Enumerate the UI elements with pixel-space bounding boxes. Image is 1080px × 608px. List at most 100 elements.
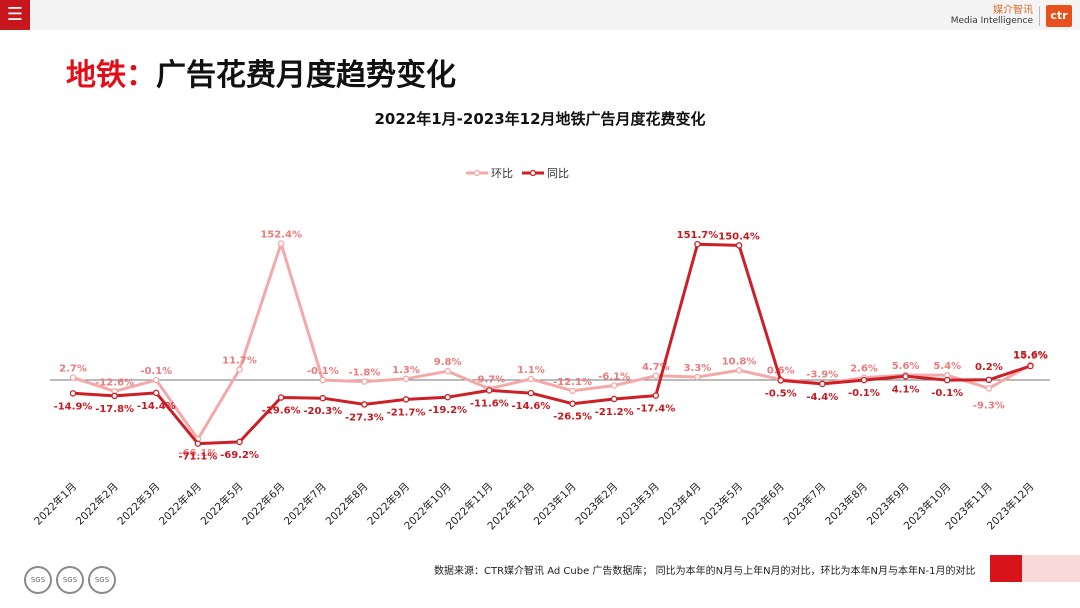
data-label: -17.4% [636,404,675,415]
data-point [153,376,160,384]
data-point [277,240,285,247]
legend-marker [529,169,537,177]
x-tick-label: 2022年4月 [156,480,204,528]
data-point [985,376,993,384]
data-label: -21.2% [595,407,634,418]
data-point [610,395,618,403]
data-label: -9.7% [473,375,505,386]
legend-label: 环比 [491,167,513,180]
data-label: -19.6% [262,406,301,417]
series-yoy: -14.9% -17.8% -14.4% -71.1% -69.2% -19.6% -20.… [54,230,1048,462]
data-label: -21.7% [387,407,426,418]
x-tick-label: 2022年1月 [31,480,79,528]
data-label: 4.1% [892,384,920,395]
top-bar [0,0,1080,30]
x-tick-label: 2023年7月 [781,480,829,528]
data-label: 4.7% [642,362,670,373]
data-source-note: 数据来源：CTR媒介智讯 Ad Cube 广告数据库； 同比为本年的N月与上年N… [434,566,976,577]
data-label: 150.4% [718,231,760,242]
data-point [444,367,451,375]
sgs-cert-icon: SGS [24,566,52,594]
data-label: 151.7% [677,230,719,241]
brand-name-cn: 媒介智讯 [993,5,1033,16]
data-point [319,376,327,384]
data-point [902,373,909,380]
data-point [1027,362,1034,370]
data-point [402,396,410,403]
data-label: 2.7% [59,364,87,375]
x-tick-label: 2022年6月 [240,480,288,528]
x-tick-label: 2023年3月 [614,480,662,528]
x-tick-label: 2023年8月 [822,480,870,528]
data-label: -12.1% [553,377,592,388]
line-chart: 环比 同比 2.7% -12.6% -0.1% -66.1% 11.7% 152.4% -0.1… [31,167,1050,532]
data-point [402,375,410,383]
legend: 环比 同比 [466,167,569,180]
brand-divider [1039,6,1040,26]
data-label: -4.4% [806,392,838,403]
data-label: -11.6% [470,398,509,409]
data-label: -3.9% [806,369,838,380]
data-label: 16.9% [1013,351,1048,362]
legend-label: 同比 [547,167,569,180]
series-line [72,242,1031,446]
data-point [486,387,493,394]
brand-logo-group: 媒介智讯 Media Intelligence ctr [951,4,1072,28]
x-tick-label: 2022年8月 [323,480,371,528]
data-point [194,440,202,447]
data-label: -27.3% [345,412,384,423]
ctr-logo-icon: ctr [1046,5,1072,27]
data-point [569,387,576,395]
data-label: -9.3% [973,400,1005,411]
data-point [985,385,993,392]
series-mom: 2.7% -12.6% -0.1% -66.1% 11.7% 152.4% -0.1% -1.… [59,230,1048,460]
data-label: 15.6% [1013,350,1048,361]
data-label: 1.1% [517,365,545,376]
data-label: -1.8% [348,368,380,379]
data-point [735,367,743,374]
data-point [111,392,118,400]
data-label: -12.6% [95,377,134,388]
data-label: -19.2% [428,405,467,416]
data-point [69,374,77,381]
data-label: 5.4% [933,361,961,372]
data-label: -66.1% [178,448,217,459]
data-point [236,438,243,446]
page-title: 地铁：广告花费月度趋势变化 [66,50,456,94]
hamburger-menu-icon[interactable]: ☰ [0,0,30,30]
data-point [777,377,784,384]
data-label: 0.2% [975,362,1003,373]
x-axis: 2022年1月2022年2月2022年3月2022年4月2022年5月2022年… [31,480,1036,532]
data-label: 5.6% [892,361,920,372]
data-point [860,376,868,384]
data-point [153,389,160,397]
data-label: -71.1% [178,452,217,463]
data-label: -14.9% [54,401,93,412]
x-tick-label: 2023年1月 [531,480,579,528]
x-tick-label: 2022年2月 [73,480,121,528]
data-point [819,380,826,388]
data-label: -14.6% [512,401,551,412]
data-point [652,372,660,380]
sgs-cert-icon: SGS [88,566,116,594]
data-point [361,401,368,408]
legend-marker [473,169,481,177]
data-label: -0.1% [848,388,880,399]
data-label: -14.4% [137,401,176,412]
data-point [569,400,576,407]
data-label: -0.1% [307,366,339,377]
data-point [69,390,77,397]
data-label: 9.8% [434,357,462,368]
x-tick-label: 2023年2月 [573,480,621,528]
chart-title: 2022年1月-2023年12月地铁广告月度花费变化 [374,110,706,128]
page-title-highlight: 地铁： [66,58,156,93]
data-point [319,394,327,402]
data-point [444,393,451,401]
data-label: -20.3% [303,406,342,417]
data-label: 152.4% [260,230,302,241]
data-point [277,394,285,401]
data-point [694,240,701,248]
data-label: -0.1% [931,388,963,399]
data-point [735,242,743,249]
data-label: -69.2% [220,450,259,461]
